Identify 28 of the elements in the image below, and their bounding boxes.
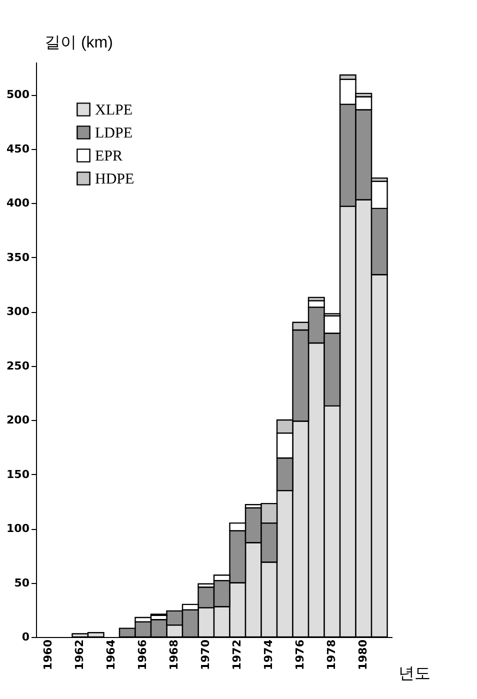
y-tick-label: 450 — [6, 142, 30, 156]
y-tick-label: 150 — [6, 468, 30, 481]
x-tick-label: 1978 — [325, 640, 338, 670]
legend-label: EPR — [95, 148, 123, 164]
y-tick-label: 250 — [6, 359, 30, 372]
y-tick-label: 50 — [14, 576, 30, 590]
y-tick-label: 100 — [6, 522, 30, 536]
x-tick-label: 1968 — [168, 640, 181, 670]
legend-label: LDPE — [95, 126, 132, 142]
x-tick-label: 1970 — [199, 639, 212, 670]
y-tick-label: 200 — [6, 414, 30, 427]
y-tick-label: 500 — [6, 88, 30, 102]
x-tick-label: 1964 — [104, 639, 118, 670]
y-tick-label: 0 — [22, 630, 30, 644]
legend-label: XLPE — [95, 102, 132, 118]
y-tick-label: 400 — [6, 196, 30, 210]
x-tick-label: 1980 — [356, 639, 370, 670]
x-tick-label: 1976 — [294, 639, 307, 670]
x-tick-label: 1960 — [42, 639, 55, 670]
y-tick-label: 300 — [6, 305, 30, 318]
legend-label: HDPE — [95, 172, 134, 188]
x-axis-title: 년도 — [398, 666, 430, 682]
y-tick-label: 350 — [6, 250, 30, 264]
x-tick-label: 1974 — [262, 639, 276, 670]
x-tick-label: 1972 — [230, 640, 244, 670]
y-axis-title: 길이 (km) — [44, 34, 113, 52]
x-tick-label: 1962 — [73, 640, 86, 670]
x-tick-label: 1966 — [136, 639, 150, 670]
